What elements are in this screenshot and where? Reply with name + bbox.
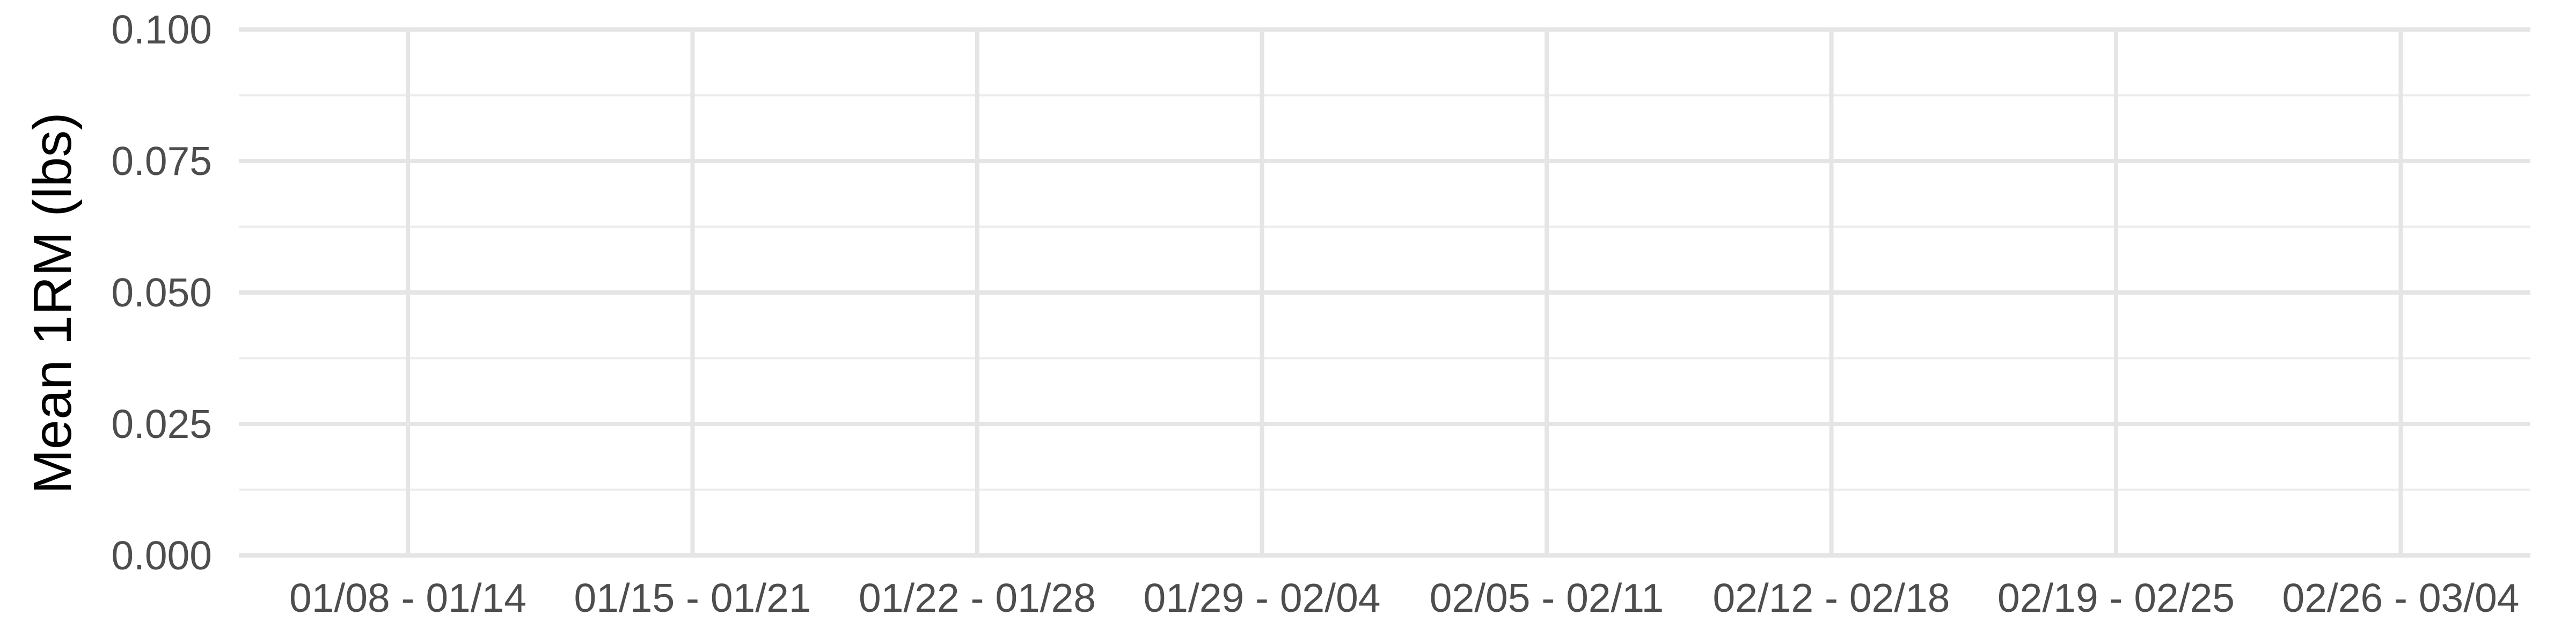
x-tick-label: 01/15 - 01/21	[574, 575, 811, 620]
x-tick-label: 02/19 - 02/25	[1997, 575, 2235, 620]
y-tick-label: 0.025	[111, 401, 212, 447]
x-axis-ticks: 01/08 - 01/14 01/15 - 01/21 01/22 - 01/28 0…	[289, 575, 2520, 620]
x-tick-label: 01/08 - 01/14	[289, 575, 526, 620]
x-tick-label: 01/29 - 02/04	[1143, 575, 1380, 620]
y-tick-label: 0.050	[111, 270, 212, 315]
y-axis-ticks: 0.000 0.025 0.050 0.075 0.100	[111, 7, 212, 578]
x-tick-label: 01/22 - 01/28	[859, 575, 1096, 620]
grid-layer	[239, 27, 2530, 558]
x-tick-label: 02/12 - 02/18	[1713, 575, 1950, 620]
x-tick-label: 02/26 - 03/04	[2282, 575, 2519, 620]
y-axis-title: Mean 1RM (lbs)	[23, 112, 83, 494]
x-tick-label: 02/05 - 02/11	[1430, 575, 1664, 620]
y-tick-label: 0.100	[111, 7, 212, 52]
y-tick-label: 0.000	[111, 533, 212, 578]
y-tick-label: 0.075	[111, 138, 212, 184]
